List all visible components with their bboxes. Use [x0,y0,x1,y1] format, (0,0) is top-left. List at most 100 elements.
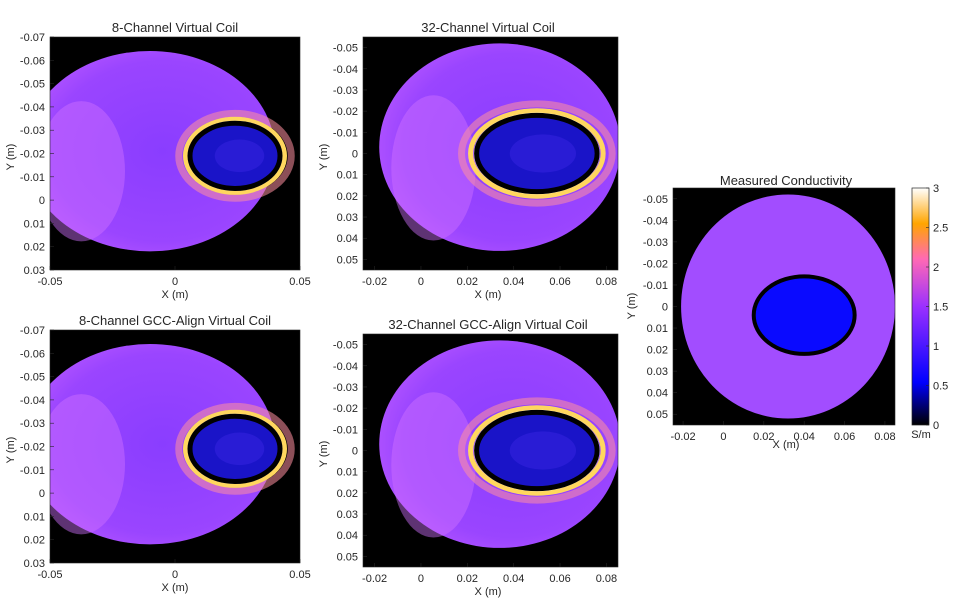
panel-title: Measured Conductivity [720,173,853,188]
x-tick-label: 0.02 [457,276,478,288]
crescent-highlight [391,95,476,241]
x-tick-label: -0.05 [37,276,62,288]
image-content [363,37,618,270]
x-tick-label: 0 [418,276,424,288]
y-tick-label: 0.02 [337,488,358,500]
y-ticks: -0.05 -0.04 -0.03 -0.02 -0.01 0 0.01 0.02 0.03 0.… [333,340,367,563]
x-ticks: -0.05 0 0.05 [37,266,311,288]
x-tick-label: 0.06 [549,573,570,585]
y-tick-label: -0.07 [20,32,45,44]
image-area [362,333,619,568]
y-tick-label: -0.01 [643,280,668,292]
panel-8ch-gcc-align-virtual-coil: 8-Channel GCC-Align Virtual Coil -0.07 -0… [5,313,311,594]
y-tick-label: 0 [662,302,668,314]
phantom-region [50,344,275,545]
image-content [673,188,895,425]
image-area [49,36,301,271]
crescent-highlight [391,392,476,538]
y-tick-label: 0.04 [647,388,668,400]
y-tick-label: -0.01 [20,172,45,184]
y-tick-label: -0.04 [333,64,358,76]
x-tick-label: 0 [172,276,178,288]
y-tick-label: 0.03 [337,509,358,521]
y-tick-label: 0.05 [647,409,668,421]
y-axis-label: Y (m) [5,144,17,171]
y-tick-label: -0.01 [333,127,358,139]
rim-halo [175,402,295,495]
colorbar-tick-label: 0.5 [933,381,948,393]
crescent-highlight [50,101,125,242]
y-ticks: -0.05 -0.04 -0.03 -0.02 -0.01 0 0.01 0.02 0.03 0.… [333,43,367,266]
y-tick-label: 0.05 [337,254,358,266]
y-axis-label: Y (m) [626,293,638,320]
x-tick-label: 0.04 [503,573,524,585]
y-tick-label: 0.01 [24,511,45,523]
x-tick-label: 0.08 [596,276,617,288]
y-tick-label: 0.03 [647,366,668,378]
panel-title: 8-Channel GCC-Align Virtual Coil [79,313,271,328]
y-tick-label: 0.03 [337,212,358,224]
y-tick-label: -0.07 [20,325,45,337]
phantom-region [50,51,275,252]
x-tick-label: -0.05 [37,569,62,581]
x-axis-label: X (m) [773,439,800,451]
x-ticks: -0.05 0 0.05 [37,559,311,581]
x-tick-label: -0.02 [362,276,387,288]
inclusion-texture [509,134,577,173]
y-tick-label: 0.04 [337,530,358,542]
colorbar-tick-label: 2.5 [933,223,948,235]
y-tick-label: 0.02 [24,242,45,254]
y-tick-label: 0.01 [337,170,358,182]
y-axis-label: Y (m) [318,144,330,171]
y-tick-label: 0.03 [24,265,45,277]
x-axis-label: X (m) [475,586,502,598]
colorbar-tick-label: 3 [933,183,939,195]
rim-halo [458,100,616,207]
panel-32ch-virtual-coil: 32-Channel Virtual Coil -0.05-0.04-0.03-… [318,20,619,301]
x-tick-label: 0.08 [596,573,617,585]
image-content [363,334,618,567]
x-tick-label: 0.06 [834,431,855,443]
rim-yellow [468,405,606,496]
image-area [362,36,619,271]
image-content [50,330,300,563]
x-tick-label: 0.06 [549,276,570,288]
x-ticks: -0.02 0 0.02 0.04 0.06 0.08 [362,266,617,288]
panel-32ch-gcc-align-virtual-coil: 32-Channel GCC-Align Virtual Coil -0.05 -… [318,317,619,598]
y-tick-label: -0.02 [643,258,668,270]
y-tick-label: 0.01 [647,323,668,335]
y-tick-label: -0.05 [333,43,358,55]
y-tick-label: 0.01 [24,218,45,230]
y-tick-label: 0.01 [337,467,358,479]
y-tick-label: 0.04 [337,233,358,245]
inclusion-texture [509,431,577,470]
y-tick-label: -0.04 [333,361,358,373]
image-area [672,187,896,426]
y-tick-label: 0.02 [337,191,358,203]
colorbar-tick-label: 1.5 [933,302,948,314]
x-tick-label: 0.02 [753,431,774,443]
y-tick-label: -0.05 [333,340,358,352]
panel-title: 32-Channel GCC-Align Virtual Coil [388,317,587,332]
y-tick-label: -0.02 [20,149,45,161]
x-axis-label: X (m) [162,582,189,594]
y-tick-label: -0.04 [643,215,668,227]
x-tick-label: 0.05 [289,569,310,581]
y-tick-label: -0.03 [643,237,668,249]
y-tick-label: 0 [39,195,45,207]
panel-8ch-virtual-coil: 8-Channel Virtual Coil -0.07-0.06-0.05-0… [5,20,311,301]
rim-yellow [468,108,606,199]
y-tick-label: -0.03 [20,125,45,137]
x-tick-label: 0 [720,431,726,443]
x-tick-label: -0.02 [362,573,387,585]
x-tick-label: 0.02 [457,573,478,585]
inclusion-texture [214,139,265,173]
rim-yellow [183,409,287,488]
y-tick-label: -0.02 [20,442,45,454]
y-tick-label: -0.06 [20,348,45,360]
y-tick-label: -0.03 [20,418,45,430]
y-tick-label: 0.03 [24,558,45,570]
y-tick-label: -0.02 [333,403,358,415]
x-ticks: -0.02 0 0.02 0.04 0.06 0.08 [671,421,896,443]
